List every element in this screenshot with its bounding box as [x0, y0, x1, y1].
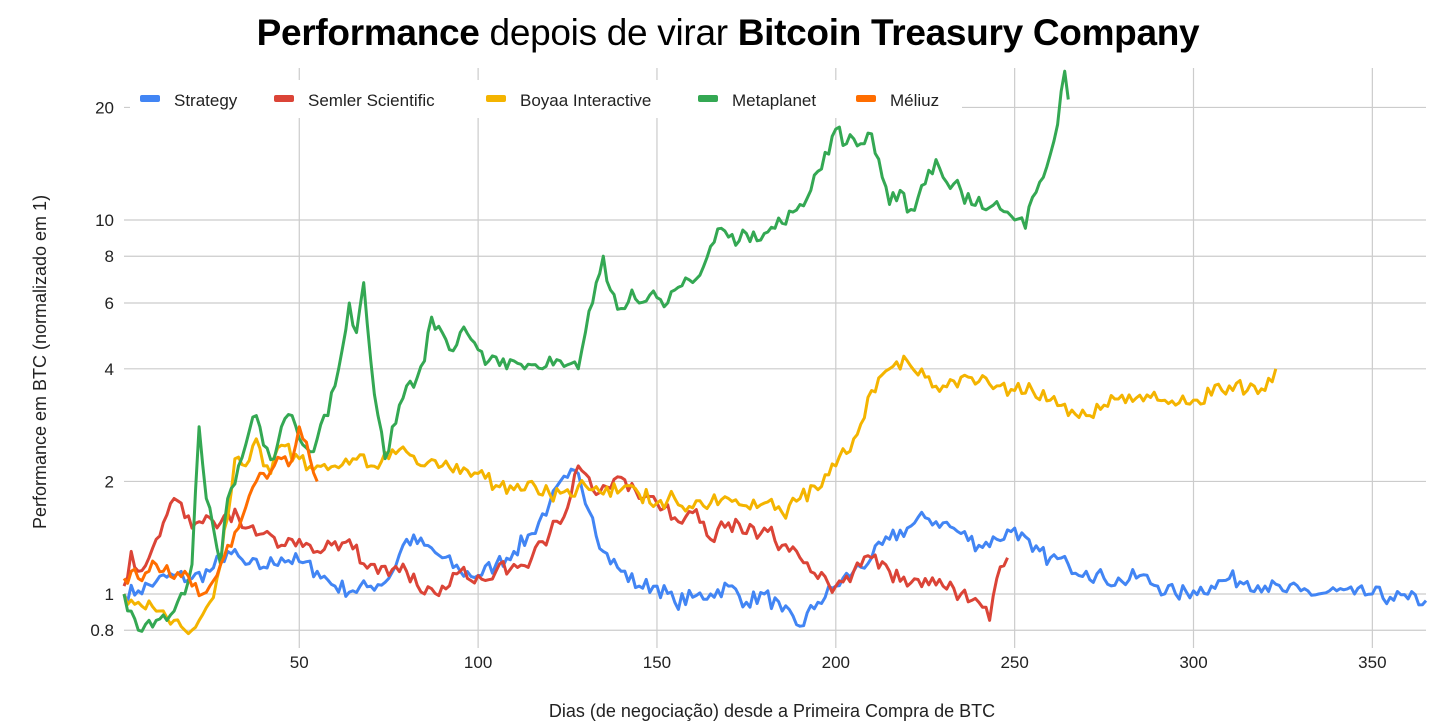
series-line-5	[122, 425, 319, 598]
x-tick-label: 200	[822, 653, 850, 672]
x-tick-label: 300	[1179, 653, 1207, 672]
y-tick-label: 2	[105, 472, 114, 491]
y-tick-label: 6	[105, 294, 114, 313]
legend-label: Metaplanet	[732, 91, 816, 110]
legend-label: Semler Scientific	[308, 91, 435, 110]
x-tick-label: 100	[464, 653, 492, 672]
chart-title-middle: depois de virar	[479, 12, 738, 53]
y-axis-title: Performance em BTC (normalizado em 1)	[30, 195, 50, 529]
x-tick-label: 150	[643, 653, 671, 672]
chart-title-bold-1: Performance	[256, 12, 480, 53]
x-axis-title: Dias (de negociação) desde a Primeira Co…	[549, 701, 995, 721]
series-line-1	[122, 467, 1428, 628]
y-tick-label: 1	[105, 585, 114, 604]
y-tick-label: 20	[95, 98, 114, 117]
legend-swatch	[140, 95, 160, 102]
y-tick-label: 8	[105, 247, 114, 266]
legend-swatch	[274, 95, 294, 102]
legend-label: Méliuz	[890, 91, 939, 110]
x-tick-label: 350	[1358, 653, 1386, 672]
legend-swatch	[486, 95, 506, 102]
x-tick-label: 50	[290, 653, 309, 672]
series-line-4	[122, 69, 1070, 633]
legend-swatch	[698, 95, 718, 102]
x-axis-ticks: 50 100 150 200 250 300 350	[290, 653, 1387, 672]
legend-label: Strategy	[174, 91, 238, 110]
series-line-3	[122, 354, 1278, 636]
y-axis-ticks: 0.8 1 2 4 6 8 10 20	[90, 98, 114, 640]
x-tick-label: 250	[1000, 653, 1028, 672]
legend-swatch	[856, 95, 876, 102]
legend-label: Boyaa Interactive	[520, 91, 651, 110]
legend-background	[130, 80, 962, 118]
series-line-2	[122, 464, 1009, 622]
y-tick-label: 4	[105, 360, 114, 379]
chart-title-bold-2: Bitcoin Treasury Company	[737, 12, 1200, 53]
chart-title: Performance depois de virar Bitcoin Trea…	[0, 12, 1456, 54]
series-lines	[122, 69, 1428, 636]
legend: Strategy Semler Scientific Boyaa Interacti…	[130, 80, 962, 118]
y-tick-label: 0.8	[90, 621, 114, 640]
grid-lines	[124, 68, 1426, 648]
y-tick-label: 10	[95, 211, 114, 230]
